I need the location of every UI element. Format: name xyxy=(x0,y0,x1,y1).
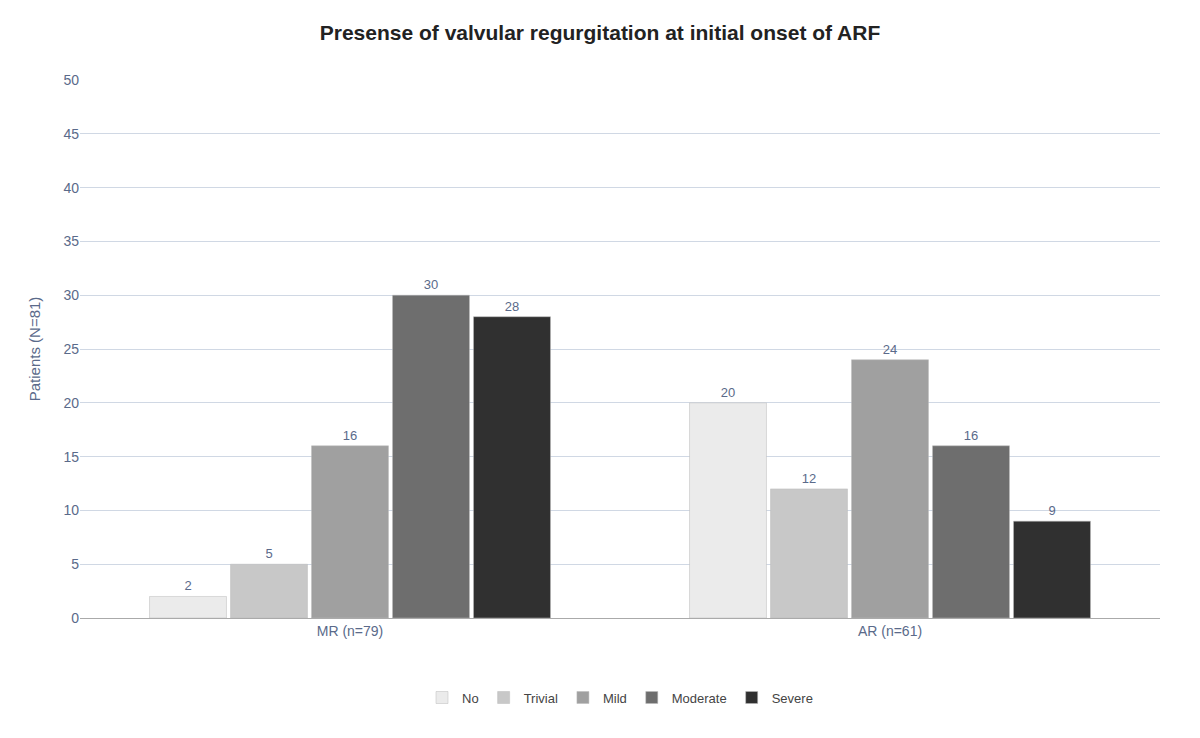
svg-text:5: 5 xyxy=(71,556,79,572)
svg-text:No: No xyxy=(462,691,479,706)
svg-text:Patients (N=81): Patients (N=81) xyxy=(26,297,43,402)
svg-text:Presense of valvular regurgita: Presense of valvular regurgitation at in… xyxy=(320,21,881,44)
svg-text:MR (n=79): MR (n=79) xyxy=(317,623,384,639)
svg-text:20: 20 xyxy=(721,385,735,400)
svg-text:40: 40 xyxy=(63,180,79,196)
svg-text:16: 16 xyxy=(964,428,978,443)
svg-text:35: 35 xyxy=(63,233,79,249)
svg-text:25: 25 xyxy=(63,341,79,357)
svg-text:AR (n=61): AR (n=61) xyxy=(858,623,922,639)
svg-text:Severe: Severe xyxy=(772,691,813,706)
svg-text:50: 50 xyxy=(63,72,79,88)
svg-text:24: 24 xyxy=(883,342,897,357)
svg-text:10: 10 xyxy=(63,502,79,518)
svg-text:30: 30 xyxy=(63,287,79,303)
svg-text:Mild: Mild xyxy=(603,691,627,706)
svg-text:Trivial: Trivial xyxy=(524,691,558,706)
svg-text:15: 15 xyxy=(63,449,79,465)
svg-text:16: 16 xyxy=(343,428,357,443)
svg-text:2: 2 xyxy=(184,578,191,593)
svg-text:5: 5 xyxy=(265,546,272,561)
svg-text:45: 45 xyxy=(63,126,79,142)
svg-text:30: 30 xyxy=(424,277,438,292)
svg-text:0: 0 xyxy=(71,610,79,626)
svg-text:9: 9 xyxy=(1048,503,1055,518)
svg-text:28: 28 xyxy=(505,299,519,314)
svg-text:20: 20 xyxy=(63,395,79,411)
svg-text:12: 12 xyxy=(802,471,816,486)
svg-text:Moderate: Moderate xyxy=(672,691,727,706)
